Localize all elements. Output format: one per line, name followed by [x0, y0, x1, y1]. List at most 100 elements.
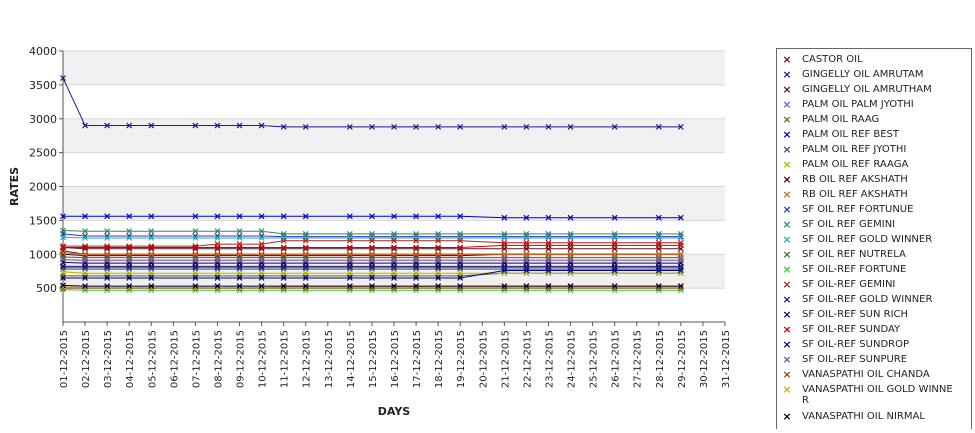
x-tick-label: 03-12-2015 [103, 330, 114, 388]
x-tick-label: 20-12-2015 [478, 330, 489, 388]
data-point [82, 228, 88, 235]
data-point [369, 257, 375, 264]
data-point [545, 214, 552, 221]
y-tick-label: 3500 [29, 79, 57, 92]
plot-band [63, 254, 725, 289]
data-point [435, 257, 442, 264]
y-tick-label: 2500 [29, 147, 57, 160]
data-point [545, 257, 552, 264]
legend-marker-icon: × [782, 248, 792, 261]
x-tick-label: 31-12-2015 [721, 330, 732, 388]
series-line [63, 215, 681, 219]
data-point [523, 257, 530, 264]
x-tick-label: 12-12-2015 [302, 330, 313, 388]
data-point [567, 267, 574, 274]
data-point [280, 257, 287, 264]
x-tick-label: 22-12-2015 [522, 330, 533, 388]
x-tick-label: 10-12-2015 [258, 330, 269, 388]
legend-label: RB OIL REF AKSHATH [802, 189, 908, 200]
data-point [236, 228, 243, 235]
data-point [60, 234, 66, 241]
data-point [148, 228, 155, 235]
data-point [655, 257, 662, 264]
data-point [523, 214, 530, 221]
data-point [457, 244, 464, 251]
data-point [523, 123, 530, 130]
data-point [302, 283, 309, 290]
series-line [62, 236, 681, 239]
data-point [236, 213, 243, 220]
data-point [104, 275, 111, 281]
x-tick-label: 28-12-2015 [655, 330, 666, 388]
data-point [148, 235, 155, 241]
data-point [236, 244, 243, 251]
data-point [126, 235, 133, 241]
data-point [435, 283, 442, 290]
data-point [567, 214, 574, 221]
series-line [62, 284, 681, 287]
plot-band [63, 118, 725, 153]
data-point [655, 267, 662, 274]
legend-marker-icon: × [782, 98, 792, 111]
data-point [236, 257, 243, 264]
data-point [236, 275, 243, 281]
series-group [60, 267, 684, 281]
data-point [258, 235, 265, 241]
data-point [545, 235, 552, 241]
x-tick-label: 27-12-2015 [633, 330, 644, 388]
data-point [280, 270, 287, 277]
legend-label: SF OIL REF FORTUNUE [802, 204, 914, 215]
data-point [655, 235, 662, 241]
data-point [567, 242, 574, 249]
x-tick-label: 13-12-2015 [324, 330, 335, 388]
data-point [258, 213, 265, 220]
y-tick-label: 4000 [29, 45, 57, 58]
data-point [280, 213, 287, 220]
legend-label: SF OIL-REF GOLD WINNER [802, 294, 933, 305]
data-point [677, 267, 684, 274]
data-point [104, 235, 111, 241]
legend: × CASTOR OIL × GINGELLY OIL AMRUTAM × GINGELL… [776, 48, 972, 429]
series-group [60, 249, 684, 258]
legend-marker-icon: × [782, 410, 792, 423]
data-point [655, 283, 662, 290]
data-point [126, 257, 133, 264]
data-point [391, 244, 397, 251]
data-point [60, 256, 66, 263]
series-group [60, 268, 684, 277]
data-point [302, 275, 309, 281]
data-point [501, 214, 508, 221]
data-point [148, 257, 155, 264]
data-point [677, 214, 684, 221]
series-line [62, 233, 681, 238]
data-point [413, 244, 419, 251]
x-tick-label: 30-12-2015 [699, 330, 710, 388]
data-point [655, 123, 662, 130]
data-point [413, 283, 419, 290]
data-point [545, 267, 552, 274]
data-point [501, 242, 508, 249]
data-point [677, 242, 684, 249]
data-point [391, 275, 397, 281]
data-point [369, 237, 375, 244]
data-point [60, 275, 66, 281]
data-point [236, 122, 243, 129]
series-line [62, 256, 681, 259]
plot-band [63, 51, 725, 85]
data-point [82, 244, 88, 251]
legend-marker-icon: × [782, 368, 792, 381]
data-point [346, 123, 353, 130]
legend-marker-icon: × [782, 383, 792, 396]
data-point [413, 270, 419, 277]
data-point [236, 235, 243, 241]
data-point [60, 227, 66, 234]
legend-marker-icon: × [782, 233, 792, 246]
legend-label: PALM OIL REF BEST [802, 129, 900, 140]
data-point [391, 270, 397, 277]
legend-marker-icon: × [782, 353, 792, 366]
data-point [501, 235, 508, 241]
legend-marker-icon: × [782, 158, 792, 171]
data-point [567, 123, 574, 130]
x-tick-label: 05-12-2015 [147, 330, 158, 388]
